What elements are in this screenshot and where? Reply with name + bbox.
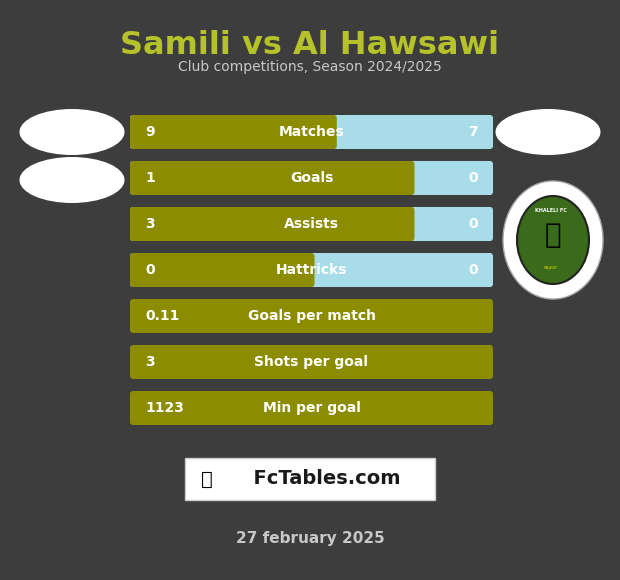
FancyBboxPatch shape — [130, 345, 493, 379]
Text: Club competitions, Season 2024/2025: Club competitions, Season 2024/2025 — [178, 60, 442, 74]
Text: 3: 3 — [145, 355, 154, 369]
Ellipse shape — [503, 181, 603, 299]
FancyBboxPatch shape — [130, 299, 493, 333]
FancyBboxPatch shape — [130, 161, 493, 195]
Text: 0: 0 — [468, 171, 478, 185]
Text: 🦅: 🦅 — [545, 221, 561, 249]
Text: 0: 0 — [145, 263, 154, 277]
Text: 1: 1 — [145, 171, 155, 185]
FancyBboxPatch shape — [130, 161, 414, 195]
Text: Assists: Assists — [284, 217, 339, 231]
Text: Hattricks: Hattricks — [276, 263, 347, 277]
Text: 3: 3 — [145, 217, 154, 231]
Text: KHALELI FC: KHALELI FC — [535, 208, 567, 212]
Text: RAJKAT: RAJKAT — [544, 266, 558, 270]
Text: 7: 7 — [468, 125, 478, 139]
Text: Matches: Matches — [278, 125, 344, 139]
Text: 0: 0 — [468, 263, 478, 277]
FancyBboxPatch shape — [130, 115, 493, 149]
Text: FcTables.com: FcTables.com — [240, 469, 401, 488]
FancyBboxPatch shape — [130, 207, 414, 241]
Text: 📊: 📊 — [201, 469, 213, 488]
Text: 1123: 1123 — [145, 401, 184, 415]
Ellipse shape — [19, 109, 125, 155]
Ellipse shape — [495, 109, 601, 155]
FancyBboxPatch shape — [185, 458, 435, 500]
Text: Min per goal: Min per goal — [262, 401, 360, 415]
FancyBboxPatch shape — [130, 391, 493, 425]
Ellipse shape — [517, 196, 589, 284]
Text: 9: 9 — [145, 125, 154, 139]
FancyBboxPatch shape — [130, 115, 337, 149]
FancyBboxPatch shape — [130, 253, 493, 287]
Text: 0: 0 — [468, 217, 478, 231]
Text: 0.11: 0.11 — [145, 309, 179, 323]
FancyBboxPatch shape — [130, 253, 314, 287]
Text: Goals per match: Goals per match — [247, 309, 376, 323]
Text: Shots per goal: Shots per goal — [254, 355, 368, 369]
Text: Goals: Goals — [290, 171, 333, 185]
Ellipse shape — [19, 157, 125, 203]
Text: 27 february 2025: 27 february 2025 — [236, 531, 384, 546]
Text: Samili vs Al Hawsawi: Samili vs Al Hawsawi — [120, 30, 500, 61]
FancyBboxPatch shape — [130, 207, 493, 241]
